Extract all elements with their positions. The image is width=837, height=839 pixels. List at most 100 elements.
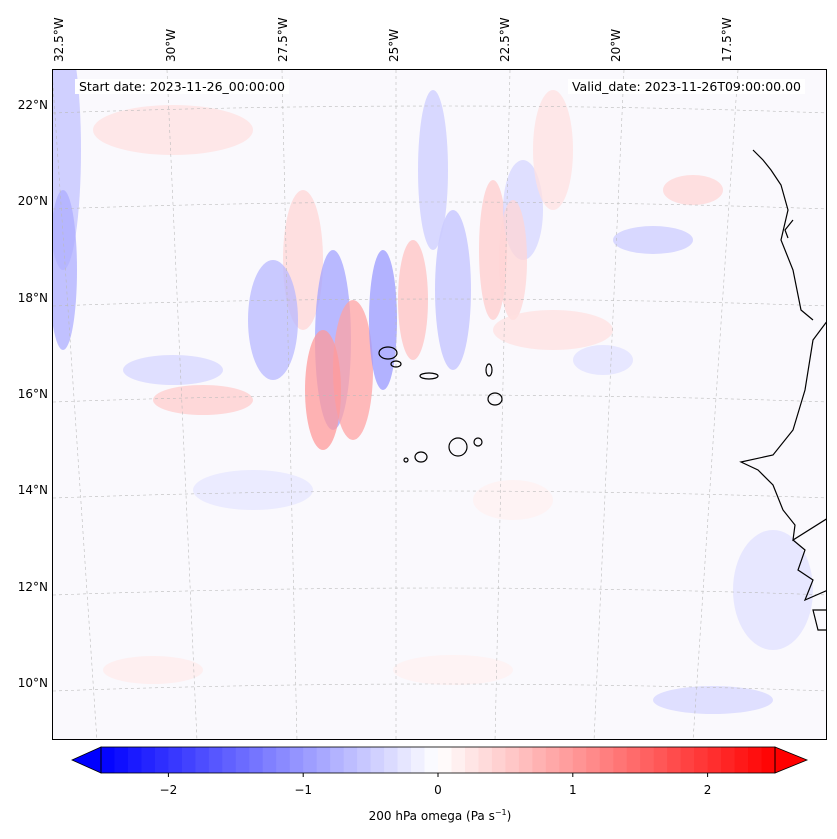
colorbar-segment [343,747,358,773]
omega-contour [479,180,507,320]
omega-contour [499,200,527,320]
colorbar-segment [653,747,668,773]
colorbar-segment [127,747,142,773]
colorbar-segment [262,747,277,773]
lon-label: 27.5°W [276,17,290,62]
colorbar-segment [694,747,709,773]
colorbar-segment [370,747,385,773]
omega-contour [393,655,513,685]
cape-verde-island [419,372,439,380]
colorbar-segment [101,747,115,773]
cape-verde-island [448,437,468,457]
lon-label: 25°W [387,28,401,62]
lat-label: 14°N [17,483,48,497]
start-date-label: Start date: 2023-11-26_00:00:00 [75,79,289,94]
cape-verde-island [390,360,402,368]
colorbar-extend-min [71,746,102,774]
colorbar-title-exponent: −1 [494,808,507,817]
colorbar-segment [289,747,304,773]
colorbar-segment [640,747,655,773]
cape-verde-island [485,363,493,377]
colorbar-segment [303,747,318,773]
cape-verde-island [414,451,428,463]
omega-contour [248,260,298,380]
omega-contour [398,240,428,360]
colorbar-segment [384,747,399,773]
colorbar-title-text: 200 hPa omega (Pa s [368,809,495,823]
colorbar-segment [721,747,736,773]
omega-contour [473,480,553,520]
lon-label: 20°W [609,28,623,62]
colorbar-segment [168,747,183,773]
meridian-gridline [692,70,739,739]
colorbar-segment [667,747,682,773]
meridian-gridline [281,70,298,739]
colorbar-segment [545,747,560,773]
colorbar-segment [316,747,331,773]
colorbar-segment [141,747,156,773]
parallel-gridline [53,683,826,692]
colorbar-segment [532,747,547,773]
omega-contour [333,300,373,440]
lat-label: 22°N [17,98,48,112]
colorbar-segment [464,747,479,773]
colorbar-segment [222,747,237,773]
colorbar-segment [451,747,466,773]
colorbar [71,746,809,777]
cape-verde-island [473,437,483,447]
colorbar-segment [397,747,412,773]
lon-label: 22.5°W [498,17,512,62]
omega-contour [53,190,77,350]
colorbar-segment [114,747,129,773]
colorbar-segment [411,747,426,773]
lat-label: 20°N [17,194,48,208]
lat-label: 12°N [17,580,48,594]
cape-verde-island [378,346,398,360]
omega-contour [103,656,203,684]
colorbar-segment [235,747,250,773]
omega-contour [493,310,613,350]
omega-contour [305,330,341,450]
omega-contour [663,175,723,205]
parallel-gridline [53,298,826,307]
colorbar-segment [626,747,641,773]
colorbar-title: 200 hPa omega (Pa s−1) [0,808,837,823]
colorbar-segment [249,747,264,773]
colorbar-tick-label: −1 [294,783,313,797]
omega-contour [93,105,253,155]
valid-date-label: Valid_date: 2023-11-26T09:00:00.00 [567,79,805,94]
colorbar-tick-label: 2 [703,783,712,797]
colorbar-segment [680,747,695,773]
cape-verde-island [403,457,409,463]
colorbar-tick-label: 0 [434,783,442,797]
colorbar-segment [491,747,506,773]
parallel-gridline [53,105,826,114]
omega-contour [733,530,813,650]
colorbar-segment [572,747,587,773]
colorbar-segment [208,747,223,773]
lat-label: 18°N [17,291,48,305]
cape-verde-island [487,392,503,406]
parallel-gridline [53,490,826,499]
colorbar-segment [599,747,614,773]
omega-contour [613,226,693,254]
colorbar-segment [586,747,601,773]
parallel-gridline [53,587,826,596]
colorbar-segment [707,747,722,773]
colorbar-segment [357,747,372,773]
colorbar-segment [424,747,439,773]
colorbar-segment [478,747,493,773]
colorbar-segment [181,747,196,773]
colorbar-segment [761,747,776,773]
omega-contour [369,250,397,390]
africa-coastline-north [752,149,814,321]
meridian-gridline [166,70,198,739]
colorbar-extend-max [774,746,809,774]
parallel-gridline [53,394,826,403]
colorbar-segment [330,747,345,773]
lat-label: 10°N [17,676,48,690]
omega-contour [153,385,253,415]
colorbar-segment [276,747,291,773]
colorbar-segment [195,747,210,773]
colorbar-segment [505,747,520,773]
